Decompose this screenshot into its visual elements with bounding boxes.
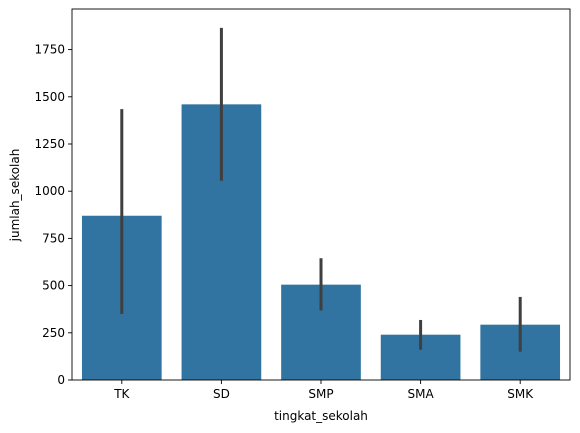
y-tick-label: 500 — [42, 279, 65, 293]
x-tick-label: SMK — [507, 387, 534, 401]
y-tick-label: 1750 — [34, 43, 65, 57]
x-tick-label: TK — [113, 387, 130, 401]
x-tick-label: SMP — [308, 387, 333, 401]
y-tick-label: 250 — [42, 326, 65, 340]
y-tick-label: 1250 — [34, 137, 65, 151]
y-tick-label: 750 — [42, 231, 65, 245]
errorbars-group — [120, 27, 522, 352]
bars-group — [81, 104, 561, 380]
y-axis: 0 250 500 750 1000 1250 1500 1750 — [34, 43, 72, 387]
y-tick-label: 1500 — [34, 90, 65, 104]
y-tick-label: 0 — [57, 373, 65, 387]
x-tick-label: SMA — [408, 387, 435, 401]
y-axis-title: jumlah_sekolah — [8, 149, 22, 243]
x-axis-title: tingkat_sekolah — [274, 409, 368, 423]
x-axis: TK SD SMP SMA SMK — [113, 380, 534, 401]
y-tick-label: 1000 — [34, 184, 65, 198]
x-tick-label: SD — [213, 387, 230, 401]
